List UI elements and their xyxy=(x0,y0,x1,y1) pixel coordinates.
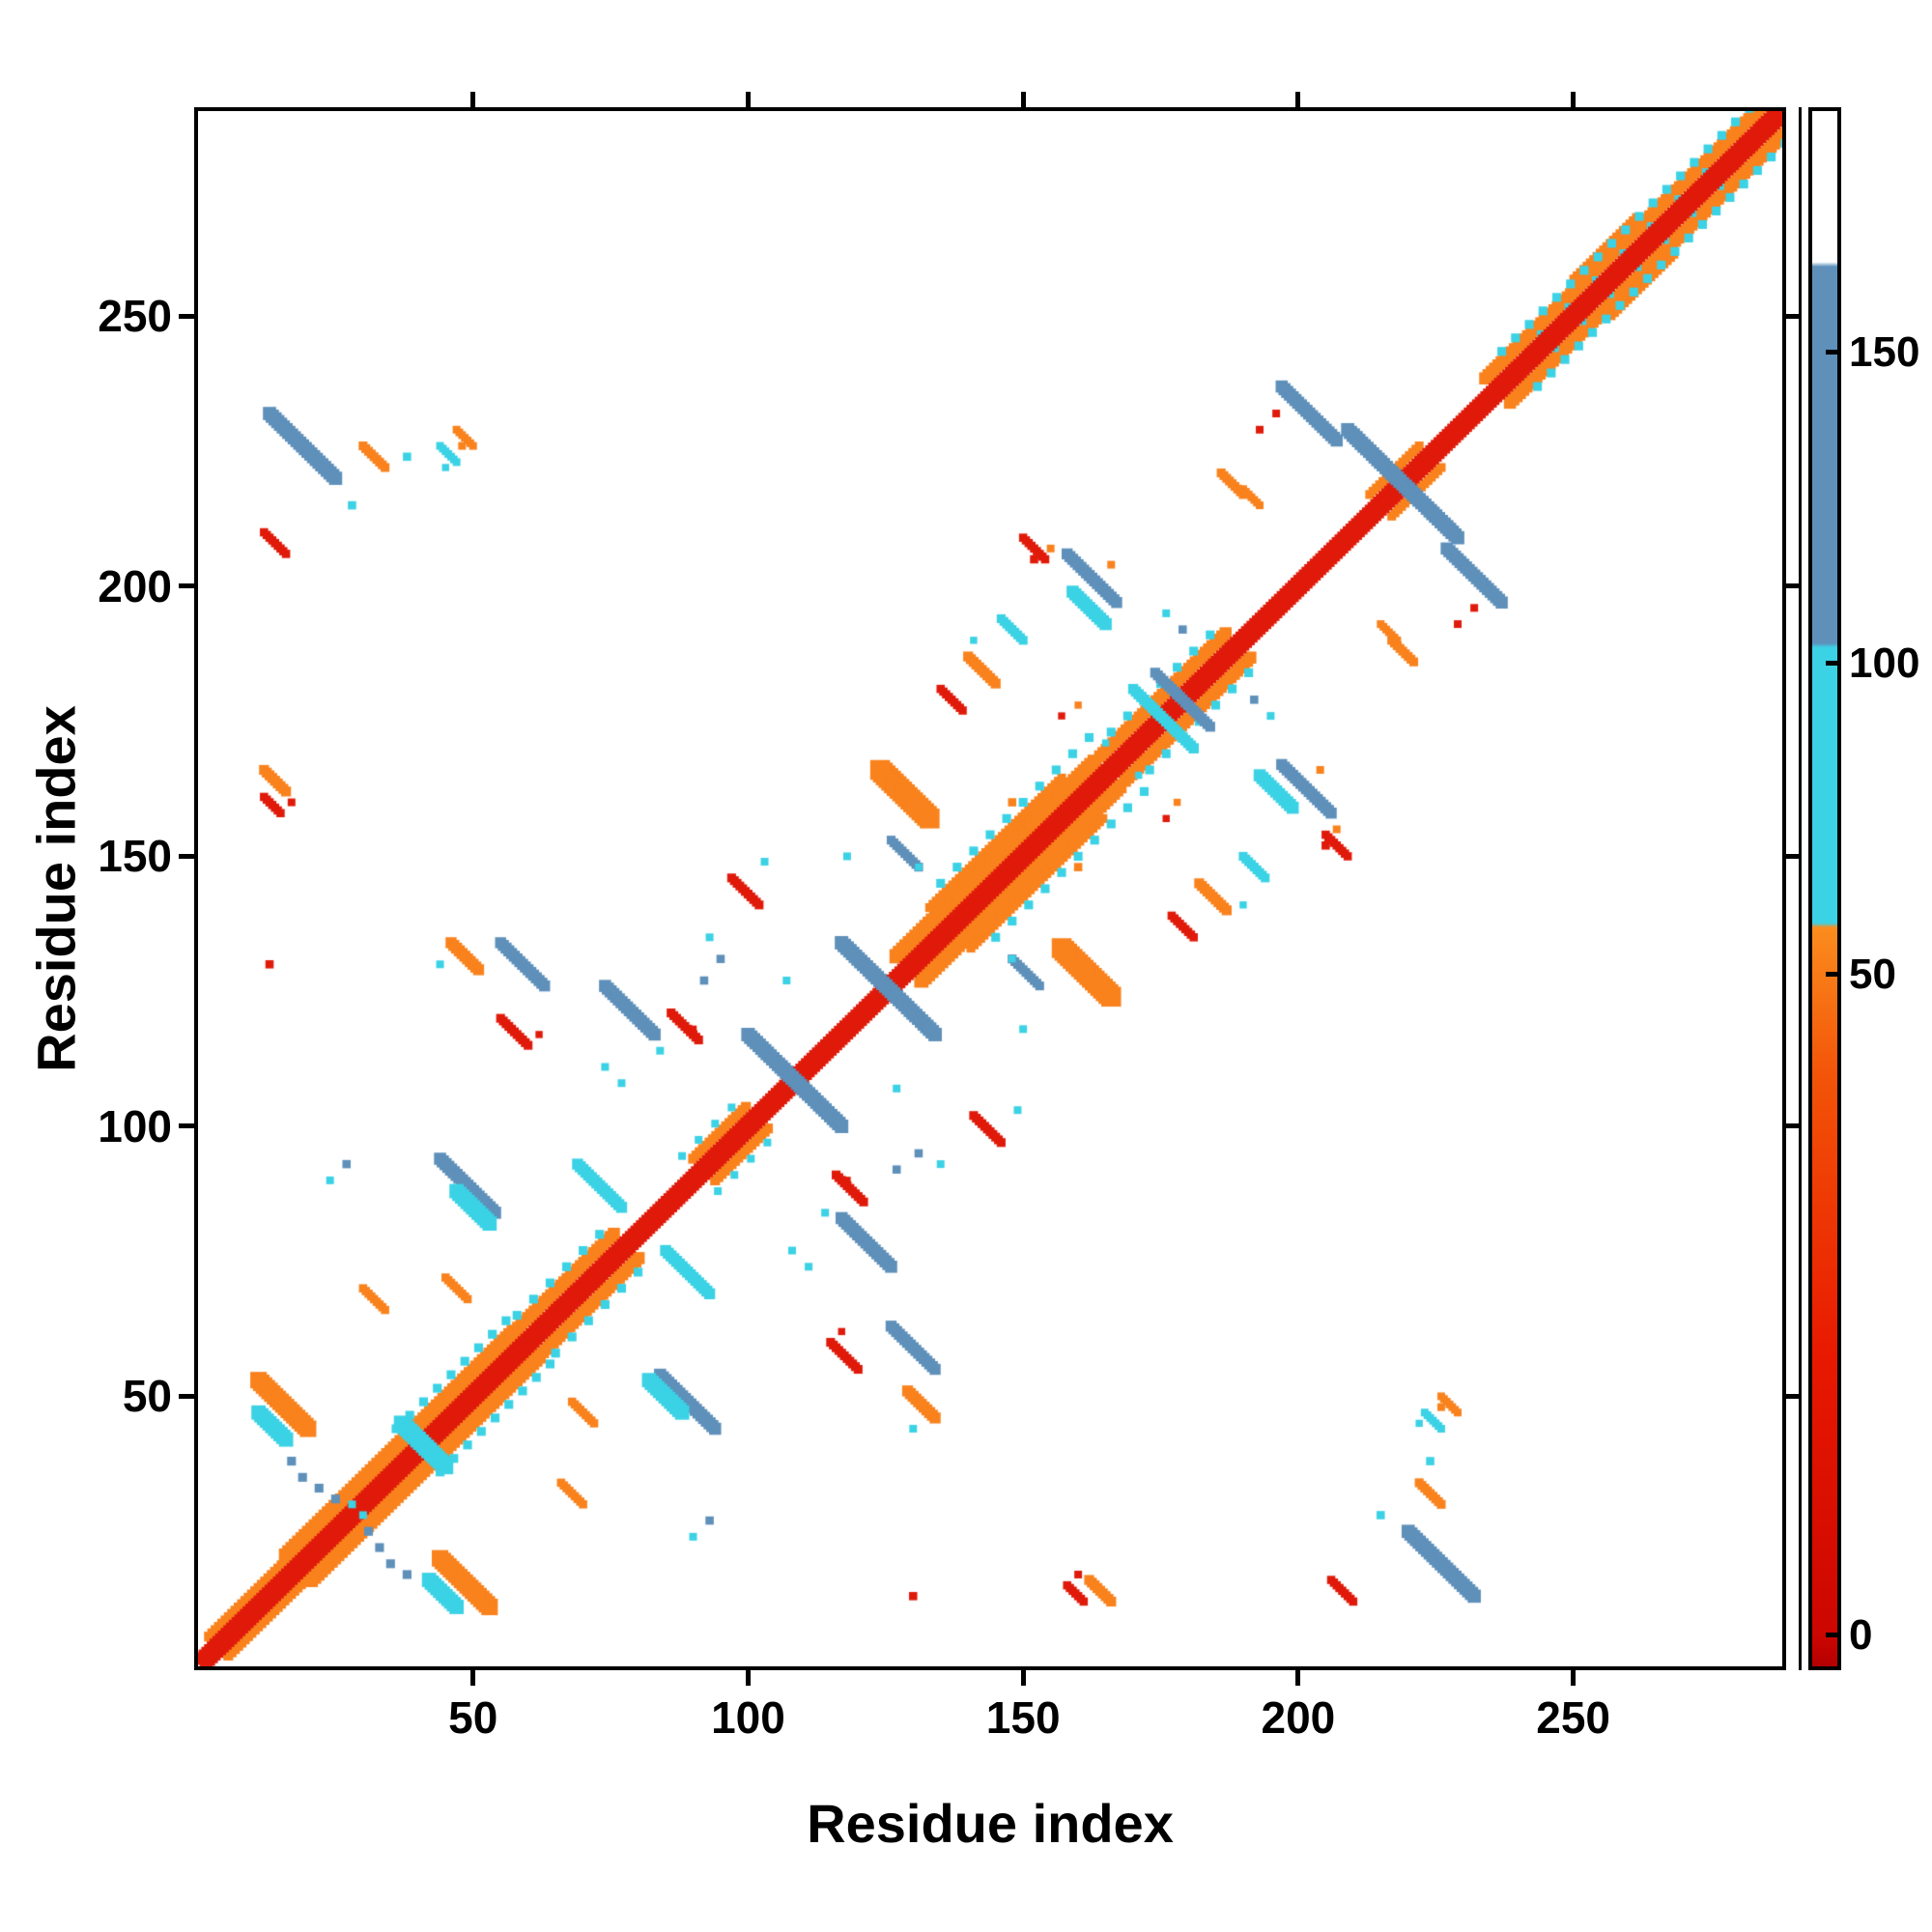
colorbar-tick-mark xyxy=(1826,350,1837,355)
x-tick-mark xyxy=(1295,1670,1301,1686)
y-tick-mark xyxy=(1786,313,1802,319)
x-tick-label: 50 xyxy=(448,1692,498,1743)
colorbar xyxy=(1808,107,1841,1670)
colorbar-inner-line xyxy=(1799,107,1802,1670)
x-tick-label: 100 xyxy=(711,1692,785,1743)
y-axis-label: Residue index xyxy=(25,705,87,1072)
y-tick-mark xyxy=(1786,1393,1802,1399)
x-tick-mark xyxy=(745,92,751,107)
y-tick-mark xyxy=(179,1123,194,1129)
colorbar-tick-label: 50 xyxy=(1849,950,1896,998)
x-tick-label: 200 xyxy=(1261,1692,1336,1743)
y-tick-mark xyxy=(1786,1123,1802,1129)
x-axis-label: Residue index xyxy=(807,1793,1174,1854)
colorbar-tick-label: 150 xyxy=(1849,327,1920,376)
x-tick-label: 150 xyxy=(985,1692,1061,1743)
x-tick-label: 250 xyxy=(1536,1692,1610,1743)
y-tick-mark xyxy=(179,853,194,859)
y-tick-label: 50 xyxy=(122,1371,172,1422)
colorbar-tick-label: 100 xyxy=(1849,639,1920,687)
x-tick-mark xyxy=(1295,92,1301,107)
y-tick-label: 250 xyxy=(98,291,172,342)
colorbar-tick-mark xyxy=(1826,972,1837,978)
x-tick-mark xyxy=(1571,1670,1577,1686)
colorbar-tick-mark xyxy=(1826,1633,1837,1638)
x-tick-mark xyxy=(470,1670,476,1686)
y-tick-mark xyxy=(179,583,194,589)
y-tick-label: 150 xyxy=(98,831,172,882)
y-tick-mark xyxy=(1786,853,1802,859)
y-tick-label: 100 xyxy=(98,1100,172,1151)
y-tick-mark xyxy=(179,313,194,319)
x-tick-mark xyxy=(1020,92,1026,107)
x-tick-mark xyxy=(470,92,476,107)
x-tick-mark xyxy=(1020,1670,1026,1686)
colorbar-tick-mark xyxy=(1826,661,1837,667)
colorbar-gradient xyxy=(1812,111,1837,1666)
x-tick-mark xyxy=(745,1670,751,1686)
contact-map-canvas xyxy=(198,111,1782,1666)
colorbar-tick-label: 0 xyxy=(1849,1610,1873,1659)
y-tick-mark xyxy=(179,1393,194,1399)
y-tick-label: 200 xyxy=(98,560,172,611)
y-tick-mark xyxy=(1786,583,1802,589)
x-tick-mark xyxy=(1571,92,1577,107)
